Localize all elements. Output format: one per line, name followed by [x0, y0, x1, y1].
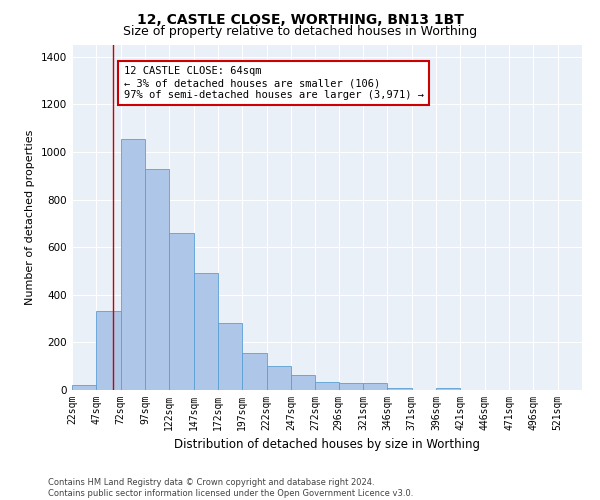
Bar — [169, 233, 194, 390]
Bar — [145, 168, 169, 390]
Text: Contains HM Land Registry data © Crown copyright and database right 2024.
Contai: Contains HM Land Registry data © Crown c… — [48, 478, 413, 498]
Bar — [194, 274, 218, 390]
Bar — [266, 366, 291, 390]
Text: Size of property relative to detached houses in Worthing: Size of property relative to detached ho… — [123, 25, 477, 38]
Bar — [97, 312, 121, 390]
Text: 12 CASTLE CLOSE: 64sqm
← 3% of detached houses are smaller (106)
97% of semi-det: 12 CASTLE CLOSE: 64sqm ← 3% of detached … — [124, 66, 424, 100]
X-axis label: Distribution of detached houses by size in Worthing: Distribution of detached houses by size … — [174, 438, 480, 452]
Y-axis label: Number of detached properties: Number of detached properties — [25, 130, 35, 305]
Bar — [242, 353, 266, 390]
Bar — [363, 383, 388, 390]
Bar — [316, 382, 338, 390]
Text: 12, CASTLE CLOSE, WORTHING, BN13 1BT: 12, CASTLE CLOSE, WORTHING, BN13 1BT — [137, 12, 463, 26]
Bar — [72, 385, 97, 390]
Bar — [218, 324, 242, 390]
Bar — [388, 388, 412, 390]
Bar — [338, 383, 363, 390]
Bar — [291, 374, 316, 390]
Bar — [436, 388, 460, 390]
Bar — [121, 139, 145, 390]
